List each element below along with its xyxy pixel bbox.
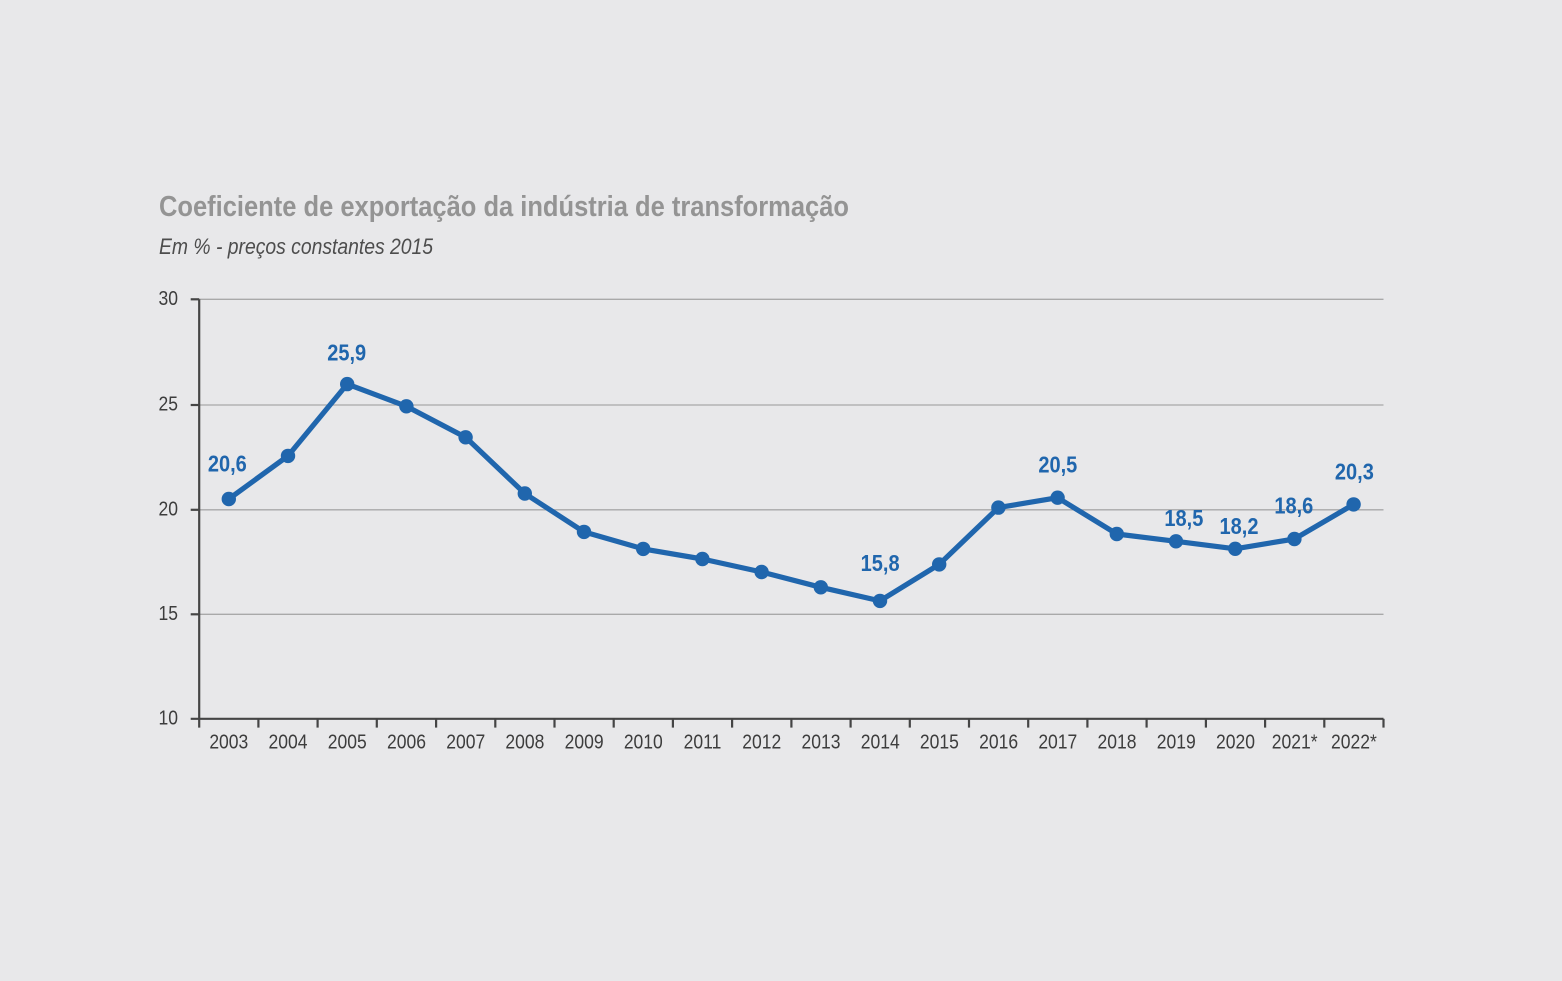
svg-text:20,6: 20,6 — [208, 450, 247, 477]
svg-text:2019: 2019 — [1157, 731, 1196, 754]
svg-text:15,8: 15,8 — [861, 550, 900, 577]
svg-text:Em % - preços constantes 2015: Em % - preços constantes 2015 — [159, 235, 433, 260]
svg-text:2021*: 2021* — [1272, 731, 1318, 754]
svg-text:2014: 2014 — [861, 731, 900, 754]
svg-text:2007: 2007 — [446, 731, 485, 754]
svg-text:2015: 2015 — [920, 731, 959, 754]
svg-text:15: 15 — [158, 603, 178, 626]
svg-text:2006: 2006 — [387, 731, 426, 754]
svg-text:2011: 2011 — [684, 731, 722, 754]
svg-text:2008: 2008 — [505, 731, 544, 754]
svg-text:2004: 2004 — [269, 731, 308, 754]
svg-text:2016: 2016 — [979, 731, 1018, 754]
svg-text:25,9: 25,9 — [327, 339, 366, 366]
svg-text:10: 10 — [158, 707, 178, 730]
svg-text:2013: 2013 — [802, 731, 841, 754]
svg-text:30: 30 — [158, 288, 178, 311]
svg-text:18,6: 18,6 — [1274, 492, 1313, 519]
svg-text:Coeficiente de exportação da i: Coeficiente de exportação da indústria d… — [159, 191, 849, 223]
svg-text:2012: 2012 — [742, 731, 781, 754]
svg-text:2022*: 2022* — [1331, 731, 1377, 754]
svg-text:20: 20 — [158, 498, 178, 521]
svg-text:2018: 2018 — [1098, 731, 1137, 754]
svg-text:2009: 2009 — [565, 731, 604, 754]
svg-text:2005: 2005 — [328, 731, 367, 754]
svg-text:20,5: 20,5 — [1038, 451, 1077, 478]
svg-text:25: 25 — [158, 394, 178, 417]
svg-text:18,2: 18,2 — [1220, 513, 1259, 540]
svg-text:2020: 2020 — [1216, 731, 1255, 754]
svg-text:2017: 2017 — [1038, 731, 1077, 754]
svg-text:18,5: 18,5 — [1164, 504, 1203, 531]
svg-text:20,3: 20,3 — [1335, 458, 1374, 485]
svg-text:2003: 2003 — [209, 731, 248, 754]
svg-text:2010: 2010 — [624, 731, 663, 754]
